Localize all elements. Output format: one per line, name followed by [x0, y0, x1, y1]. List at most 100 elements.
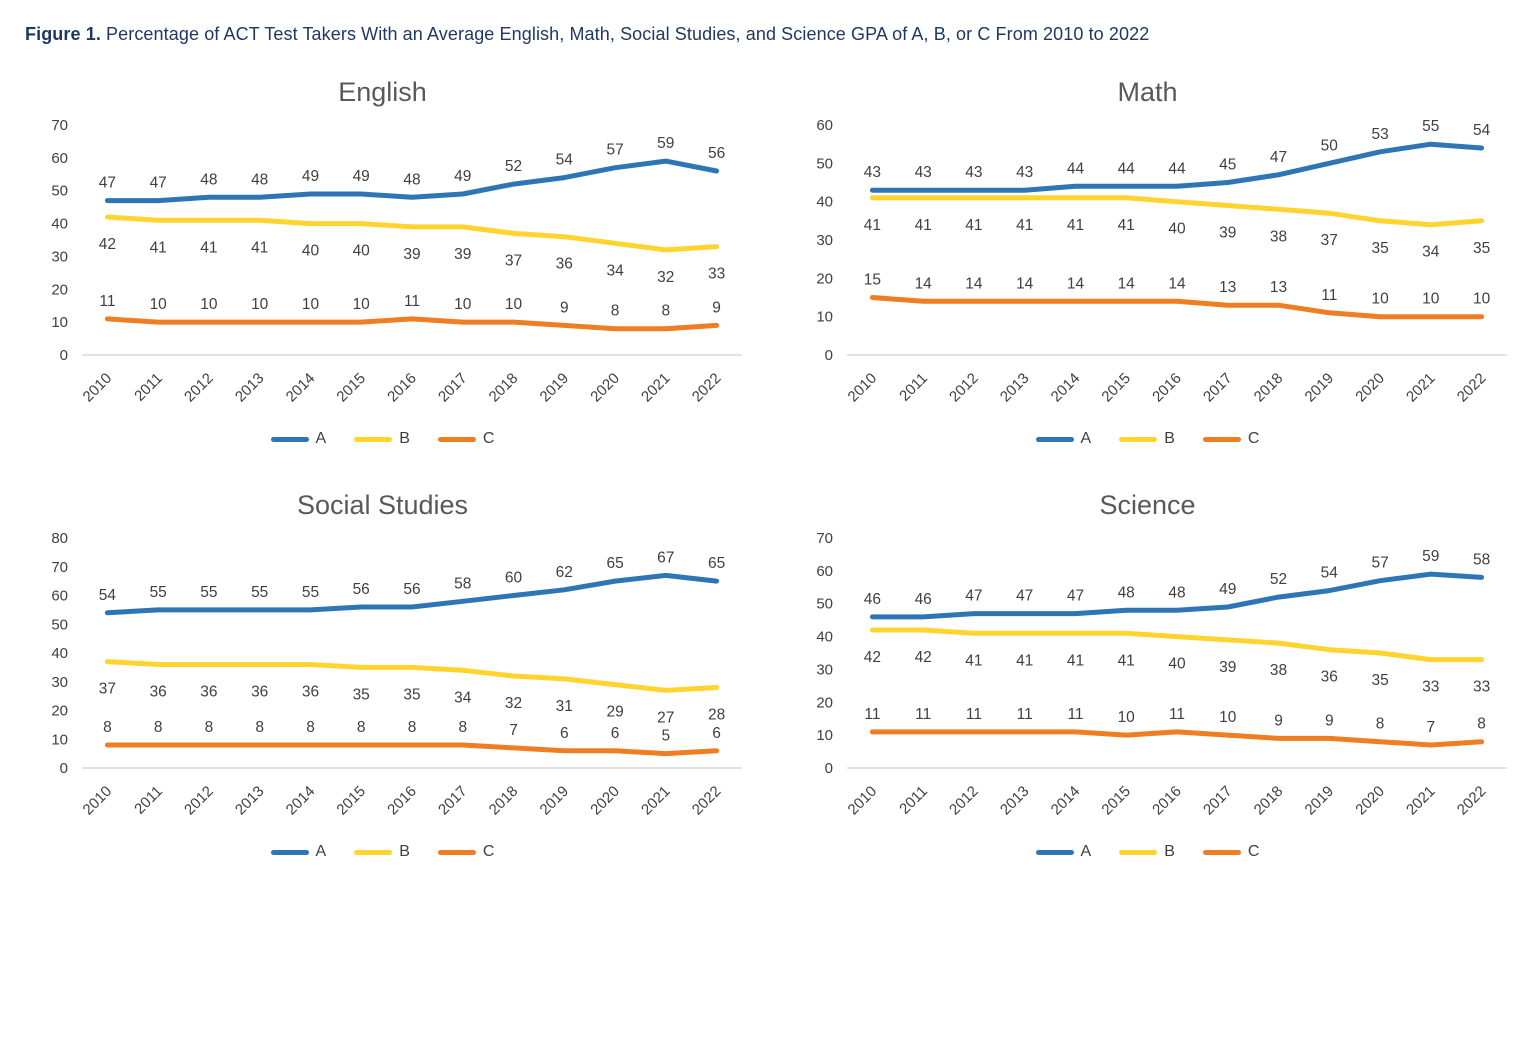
data-label-c: 9 [1324, 712, 1333, 729]
data-label-c: 10 [454, 296, 472, 313]
y-axis-tick: 60 [51, 150, 68, 167]
data-label-b: 40 [1168, 221, 1186, 238]
data-label-c: 8 [610, 303, 619, 320]
y-axis-tick: 20 [51, 703, 68, 720]
data-label-a: 43 [863, 164, 880, 181]
y-axis-tick: 0 [824, 347, 832, 364]
y-axis-tick: 40 [816, 629, 833, 646]
x-axis-label: 2019 [1301, 783, 1337, 819]
data-label-c: 8 [255, 719, 264, 736]
data-label-a: 55 [301, 584, 318, 601]
y-axis-tick: 70 [816, 530, 833, 547]
y-axis-tick: 50 [816, 155, 833, 172]
data-label-c: 8 [458, 719, 467, 736]
data-label-c: 8 [204, 719, 213, 736]
data-label-b: 36 [149, 684, 166, 701]
data-label-c: 7 [1426, 719, 1435, 736]
legend-swatch-c [1202, 849, 1241, 855]
x-axis-label: 2019 [536, 783, 572, 819]
data-label-c: 14 [1066, 275, 1084, 292]
x-axis-label: 2014 [282, 370, 318, 406]
data-label-a: 43 [965, 164, 982, 181]
data-label-b: 42 [914, 649, 931, 666]
x-axis-label: 2011 [896, 783, 931, 818]
data-label-a: 59 [657, 135, 674, 152]
chart-title-math: Math [1117, 77, 1178, 107]
x-axis-label: 2010 [844, 370, 880, 406]
data-label-c: 14 [1168, 275, 1186, 292]
x-axis-label: 2011 [131, 783, 166, 818]
series-b-line [869, 627, 1484, 663]
x-axis-label: 2016 [384, 783, 420, 819]
data-label-c: 8 [153, 719, 162, 736]
data-label-b: 39 [454, 246, 471, 263]
chart-english: English 0 10 20 30 40 50 60 70 2010 2011 2012 2013 2… [0, 63, 765, 448]
data-label-b: 35 [403, 686, 420, 703]
data-label-b: 37 [98, 681, 115, 698]
data-label-a: 67 [657, 549, 674, 566]
legend-label-b: B [399, 843, 410, 860]
y-axis-tick: 40 [51, 645, 68, 662]
series-a-line [104, 158, 719, 204]
x-axis-label: 2013 [996, 783, 1032, 819]
x-axis-label: 2011 [131, 370, 166, 405]
legend-swatch-b [1119, 849, 1158, 855]
data-label-b: 40 [352, 243, 370, 260]
y-axis-tick: 60 [816, 563, 833, 580]
data-label-b: 41 [200, 239, 217, 256]
data-label-c: 14 [914, 275, 932, 292]
data-label-b: 41 [965, 652, 982, 669]
data-label-a: 54 [1320, 565, 1338, 582]
data-label-a: 59 [1422, 548, 1439, 565]
legend-item-b: B [354, 843, 410, 861]
data-label-c: 11 [403, 293, 419, 310]
data-label-a: 48 [403, 171, 420, 188]
x-axis-label: 2015 [333, 783, 369, 819]
x-axis-label: 2020 [587, 370, 623, 406]
legend-label-c: C [482, 843, 495, 860]
data-label-b: 41 [863, 217, 880, 234]
data-label-a: 49 [352, 168, 369, 185]
x-axis-label: 2012 [946, 783, 982, 819]
legend-swatch-a [1035, 436, 1074, 442]
science-line-plot: 0 10 20 30 40 50 60 70 2010 2011 2012 2013 2014 2015 2… [816, 530, 1507, 819]
series-b-line [104, 659, 719, 693]
data-label-b: 38 [1269, 228, 1286, 245]
data-label-b: 34 [1422, 244, 1440, 261]
y-axis-tick: 10 [51, 731, 68, 748]
data-label-b: 41 [1016, 217, 1033, 234]
data-label-a: 49 [454, 168, 471, 185]
data-label-a: 44 [1117, 160, 1135, 177]
data-label-a: 49 [1219, 581, 1236, 598]
x-axis-label: 2010 [79, 370, 115, 406]
data-label-c: 11 [864, 706, 880, 723]
x-axis-label: 2022 [688, 783, 724, 819]
x-axis-label: 2019 [1301, 370, 1337, 406]
x-axis-label: 2020 [1352, 370, 1388, 406]
data-label-c: 9 [559, 299, 568, 316]
data-label-a: 55 [251, 584, 268, 601]
data-label-c: 9 [1274, 712, 1283, 729]
y-axis-tick: 20 [816, 270, 833, 287]
data-label-b: 42 [863, 649, 880, 666]
data-label-c: 10 [1371, 291, 1389, 308]
data-label-c: 10 [251, 296, 269, 313]
legend-label-c: C [482, 430, 495, 447]
x-axis-label: 2016 [1149, 783, 1185, 819]
y-axis-tick: 30 [816, 661, 833, 678]
x-axis-label: 2012 [946, 370, 982, 406]
x-axis-label: 2020 [587, 783, 623, 819]
data-label-c: 8 [407, 719, 416, 736]
y-axis-tick: 0 [824, 760, 832, 777]
data-label-a: 56 [403, 581, 420, 598]
x-axis-label: 2010 [79, 783, 115, 819]
data-label-b: 41 [1117, 217, 1134, 234]
data-label-c: 10 [301, 296, 319, 313]
y-axis-tick: 50 [51, 183, 68, 200]
legend-social-studies: A B C [270, 843, 495, 861]
data-label-b: 36 [301, 684, 318, 701]
data-label-a: 65 [606, 555, 623, 572]
data-label-a: 52 [1269, 571, 1286, 588]
y-axis-tick: 0 [59, 760, 67, 777]
data-label-a: 55 [200, 584, 217, 601]
